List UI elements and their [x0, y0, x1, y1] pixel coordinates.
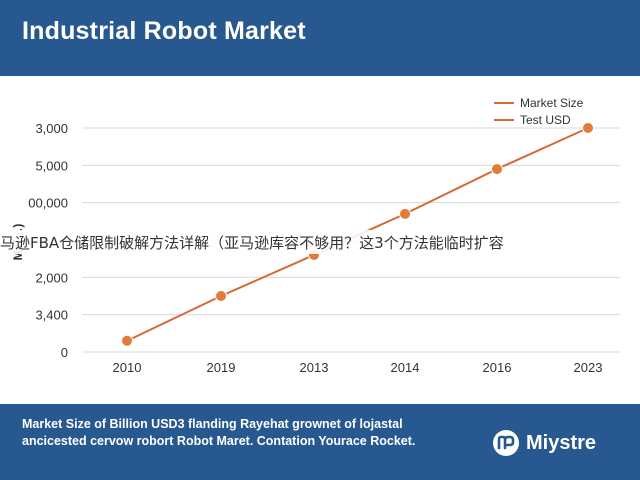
brand-logo-text: Miystre [526, 431, 597, 454]
x-tick-label: 2010 [113, 360, 142, 375]
data-point [215, 290, 227, 302]
footer-banner: Market Size of Billion USD3 flanding Ray… [0, 404, 640, 480]
overlay-banner: 马逊FBA仓储限制破解方法详解（亚马逊库容不够用？这3个方法能临时扩容 [0, 230, 640, 254]
overlay-text: 马逊FBA仓储限制破解方法详解（亚马逊库容不够用？这3个方法能临时扩容 [0, 234, 504, 252]
legend-entry: Market Size [520, 96, 584, 110]
x-tick-label: 2023 [574, 360, 603, 375]
y-tick-label: 5,000 [35, 158, 68, 173]
x-tick-label: 2013 [300, 360, 329, 375]
x-tick-label: 2014 [391, 360, 420, 375]
legend-layer: Market Size Test USD [494, 96, 584, 127]
legend-entry: Test USD [520, 113, 571, 127]
y-tick-label: 0 [61, 345, 68, 360]
brand-logo: Miystre [492, 428, 596, 458]
x-tick-label: 2019 [207, 360, 236, 375]
title-banner: Industrial Robot Market [0, 0, 640, 76]
x-tick-label: 2016 [483, 360, 512, 375]
line-chart: 0 3,400 2,000 00,000 5,000 3,000 2010 2019 2013 2… [11, 96, 620, 375]
data-point [121, 334, 133, 347]
footer-caption: Market Size of Billion USD3 flanding Ray… [22, 417, 416, 448]
y-tick-label: 3,400 [35, 308, 68, 323]
data-point [491, 163, 503, 176]
data-point [399, 207, 411, 220]
y-tick-label: 2,000 [35, 270, 68, 285]
data-point [582, 122, 594, 134]
chart-title: Industrial Robot Market [22, 17, 306, 45]
y-tick-label: 00,000 [28, 196, 68, 211]
y-tick-label: 3,000 [35, 121, 68, 136]
brand-logo-icon [493, 430, 519, 456]
